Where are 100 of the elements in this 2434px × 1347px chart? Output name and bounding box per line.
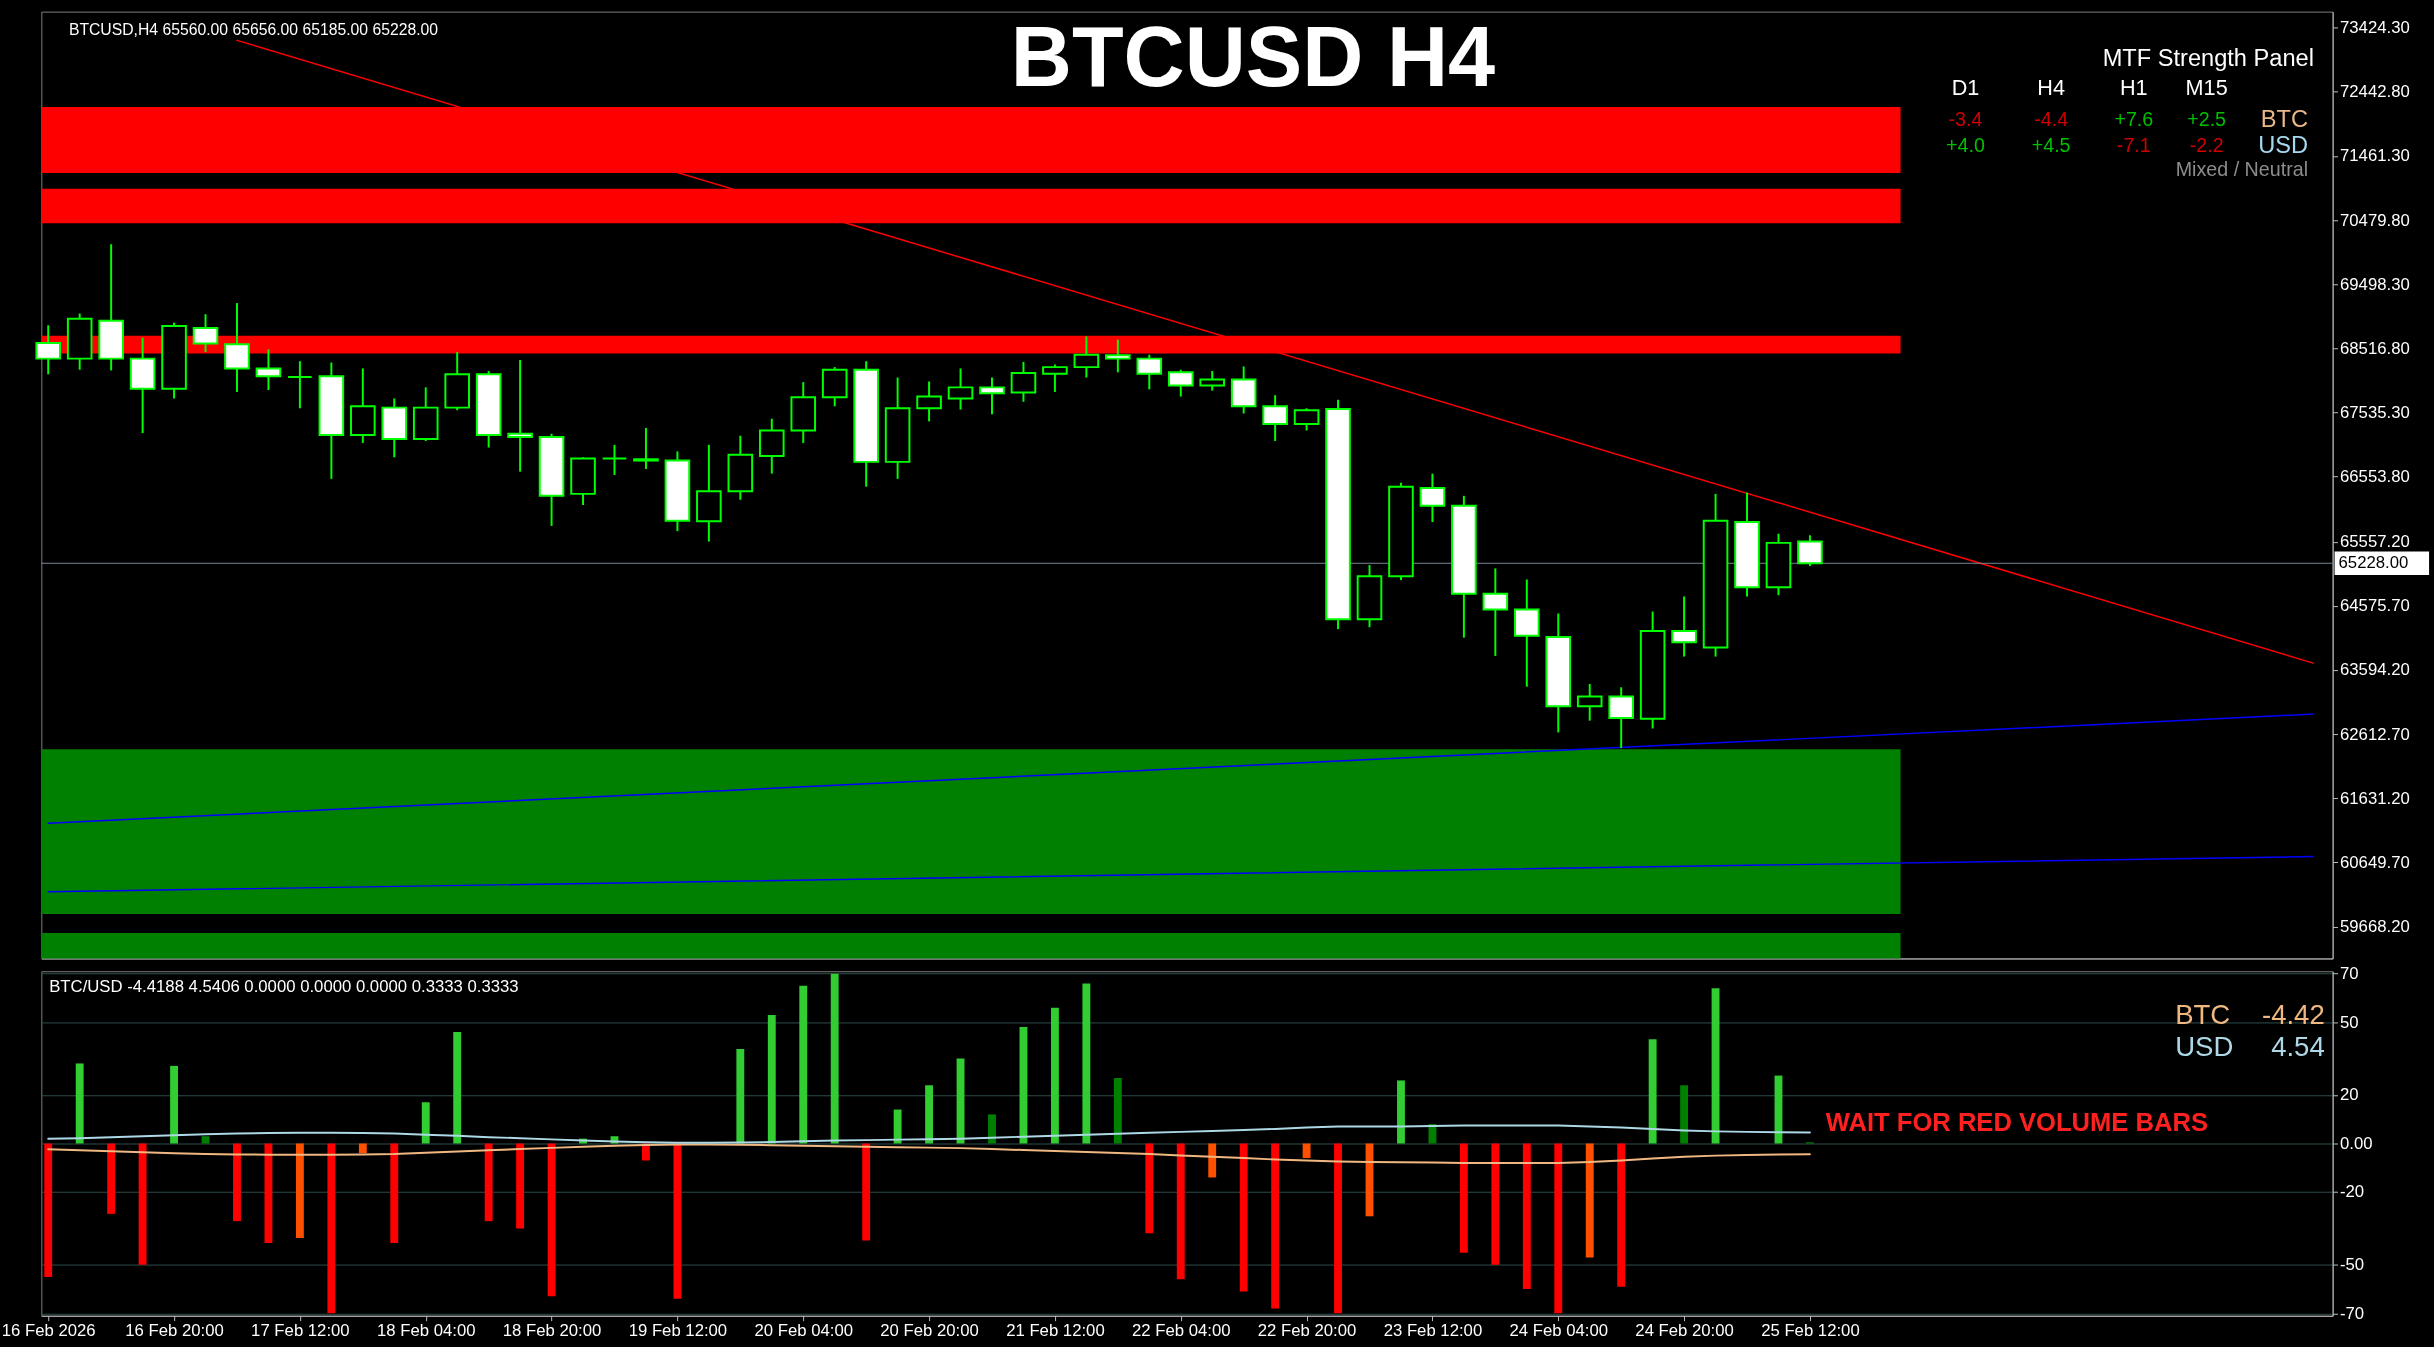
y-tick-label: 68516.80: [2340, 338, 2410, 358]
bar: [893, 1109, 902, 1144]
bar: [390, 1143, 399, 1243]
candlestick: [1042, 363, 1068, 393]
candlestick: [1576, 683, 1603, 722]
candlestick: [507, 358, 533, 473]
y-tick-label: 20: [2340, 1085, 2359, 1105]
x-tick-label: 21 Feb 12:00: [1006, 1320, 1105, 1340]
y-tick-label: 66553.80: [2340, 467, 2410, 487]
bar: [1585, 1143, 1594, 1258]
candlestick: [1073, 335, 1100, 379]
y-tick-label: 73424.30: [2340, 18, 2410, 38]
text: MTF Strength Panel: [2102, 44, 2314, 71]
bar: [1334, 1143, 1342, 1314]
candlestick: [1010, 360, 1037, 403]
y-tick-label: 60649.70: [2340, 852, 2410, 872]
annotation: H1: [2119, 75, 2148, 101]
annotation: +7.6: [2114, 107, 2154, 130]
bar: [1082, 983, 1091, 1144]
annotation: BTCUSD,H4 65560.00 65656.00 65185.00 65228.00: [68, 21, 439, 39]
bar: [1208, 1143, 1217, 1178]
bar: [1428, 1124, 1437, 1144]
bar: [925, 1085, 934, 1144]
candlestick: [633, 426, 659, 471]
annotation: D1: [1951, 75, 1980, 101]
candlestick: [601, 443, 628, 476]
bar: [201, 1136, 210, 1144]
bar: [1145, 1143, 1154, 1234]
candlestick: [192, 313, 219, 354]
y-tick-label: 70: [2340, 964, 2359, 984]
annotation: WAIT FOR RED VOLUME BARS: [1825, 1107, 2208, 1136]
y-tick-label: -20: [2340, 1182, 2365, 1202]
y-tick-label: 65557.20: [2340, 532, 2410, 552]
bar: [1271, 1143, 1280, 1309]
y-tick-label: 50: [2340, 1012, 2359, 1032]
candlestick: [1293, 407, 1320, 432]
bar: [295, 1143, 304, 1239]
candlestick: [1419, 472, 1446, 523]
x-tick-label: 16 Feb 2026: [1, 1320, 96, 1340]
x-tick-label: 22 Feb 20:00: [1257, 1320, 1357, 1340]
line-series: [47, 1124, 1811, 1144]
candlestick: [35, 324, 62, 376]
y-tick-label: 64575.70: [2340, 596, 2410, 616]
candlestick: [1671, 595, 1697, 658]
annotation: Mixed / Neutral: [2175, 158, 2309, 181]
bar: [1491, 1143, 1500, 1265]
bar: [1176, 1143, 1185, 1280]
x-tick-label: 18 Feb 20:00: [502, 1320, 602, 1340]
bar: [453, 1031, 462, 1144]
y-tick-label: 69498.30: [2340, 274, 2410, 294]
annotation: +4.5: [2031, 134, 2071, 157]
y-tick-label: -50: [2340, 1255, 2365, 1275]
annotation: BTC: [2260, 105, 2309, 132]
bar: [421, 1102, 430, 1144]
bar: [862, 1143, 871, 1241]
bar: [1648, 1039, 1657, 1144]
bar: [327, 1143, 336, 1314]
x-tick-label: 24 Feb 20:00: [1635, 1320, 1734, 1340]
candlestick: [1482, 567, 1509, 657]
annotation: -4.4: [2034, 107, 2069, 130]
bar: [138, 1143, 147, 1265]
bar: [1680, 1085, 1689, 1144]
line-series: [47, 1143, 1811, 1164]
bar: [799, 985, 808, 1144]
y-tick-label: 71461.30: [2340, 146, 2410, 166]
annotation: +4.0: [1946, 134, 1985, 157]
candlestick: [1199, 370, 1226, 392]
bar: [547, 1143, 556, 1297]
bar: [988, 1114, 996, 1144]
bar: [1522, 1143, 1531, 1290]
bar: [830, 973, 839, 1144]
candlestick: [1797, 534, 1823, 568]
x-tick-label: 17 Feb 12:00: [251, 1320, 350, 1340]
y-tick-label: 72442.80: [2340, 82, 2410, 102]
candlestick: [1136, 353, 1163, 391]
candlestick: [287, 360, 313, 410]
annotation: -4.42: [2261, 999, 2325, 1031]
chart-title: BTCUSD H4: [1010, 9, 1496, 105]
bar: [484, 1143, 493, 1222]
bar: [1239, 1143, 1248, 1292]
bar: [736, 1048, 745, 1144]
x-tick-label: 23 Feb 12:00: [1383, 1320, 1483, 1340]
y-tick-label: 59668.20: [2340, 916, 2410, 936]
annotation: H4: [2037, 75, 2065, 101]
bar: [1617, 1143, 1626, 1287]
bar: [767, 1014, 776, 1144]
annotation: USD: [2258, 132, 2309, 159]
x-tick-label: 22 Feb 04:00: [1131, 1320, 1231, 1340]
y-tick-label: -70: [2340, 1303, 2365, 1323]
bar: [1302, 1143, 1311, 1159]
annotation: +2.5: [2187, 107, 2227, 130]
x-tick-label: 20 Feb 20:00: [880, 1320, 979, 1340]
candlestick: [255, 348, 282, 391]
y-tick-label: 62612.70: [2340, 724, 2410, 744]
y-tick-label: 0.00: [2340, 1133, 2373, 1153]
candlestick: [947, 367, 974, 411]
x-tick-label: 19 Feb 12:00: [628, 1320, 728, 1340]
text: BTC: [2175, 999, 2231, 1031]
x-tick-label: 20 Feb 04:00: [754, 1320, 854, 1340]
annotation: -7.1: [2116, 134, 2151, 157]
